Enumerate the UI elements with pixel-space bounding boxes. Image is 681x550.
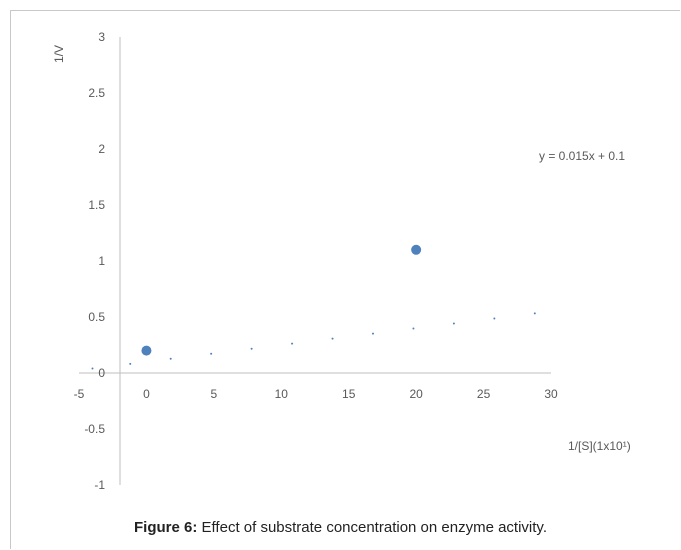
y-tick-label: 2 bbox=[98, 142, 105, 156]
x-tick-label: -5 bbox=[74, 387, 85, 401]
y-tick-labels: -1 -0.5 0 0.5 1 1.5 2 2.5 3 bbox=[84, 30, 105, 492]
y-tick-label: -0.5 bbox=[84, 422, 105, 436]
figure-frame bbox=[10, 10, 680, 549]
y-tick-label: -1 bbox=[94, 478, 105, 492]
trendline-dot bbox=[169, 357, 172, 360]
trendline-dot bbox=[331, 337, 334, 340]
axes bbox=[79, 37, 551, 485]
x-tick-label: 5 bbox=[211, 387, 218, 401]
figure-caption: Figure 6: Effect of substrate concentrat… bbox=[0, 519, 681, 536]
trendline-dot bbox=[493, 317, 496, 320]
trendline-dot bbox=[291, 342, 294, 345]
y-tick-label: 0.5 bbox=[88, 310, 105, 324]
scatter-chart: -5 0 5 10 15 20 25 30 -1 -0.5 0 0.5 1 1.5 2 2.5 3 y = 0… bbox=[52, 30, 631, 492]
y-tick-label: 1.5 bbox=[88, 198, 105, 212]
x-tick-label: 25 bbox=[477, 387, 491, 401]
x-tick-label: 20 bbox=[409, 387, 423, 401]
y-tick-label: 2.5 bbox=[88, 86, 105, 100]
trendline-dot bbox=[129, 362, 132, 365]
x-tick-label: 10 bbox=[275, 387, 289, 401]
trendline-dot bbox=[452, 322, 455, 325]
trendline-dot bbox=[371, 332, 374, 335]
x-tick-label: 15 bbox=[342, 387, 356, 401]
y-axis-label: 1/V bbox=[52, 45, 66, 63]
data-point bbox=[411, 244, 422, 255]
x-axis-label: 1/[S](1x10¹) bbox=[568, 439, 631, 453]
data-points bbox=[91, 244, 536, 370]
trendline-dot bbox=[210, 352, 213, 355]
trendline-equation: y = 0.015x + 0.1 bbox=[539, 149, 625, 163]
trendline-dot bbox=[533, 312, 536, 315]
trendline-dot bbox=[412, 327, 415, 330]
trendline-dot bbox=[250, 347, 253, 350]
y-tick-label: 1 bbox=[98, 254, 105, 268]
x-tick-label: 0 bbox=[143, 387, 150, 401]
x-tick-labels: -5 0 5 10 15 20 25 30 bbox=[74, 387, 558, 401]
caption-label: Figure 6: bbox=[134, 519, 198, 536]
y-tick-label: 0 bbox=[98, 366, 105, 380]
data-point bbox=[141, 345, 152, 356]
x-tick-label: 30 bbox=[544, 387, 558, 401]
y-tick-label: 3 bbox=[98, 30, 105, 44]
caption-text: Effect of substrate concentration on enz… bbox=[197, 519, 547, 536]
trendline-dot bbox=[91, 367, 94, 370]
